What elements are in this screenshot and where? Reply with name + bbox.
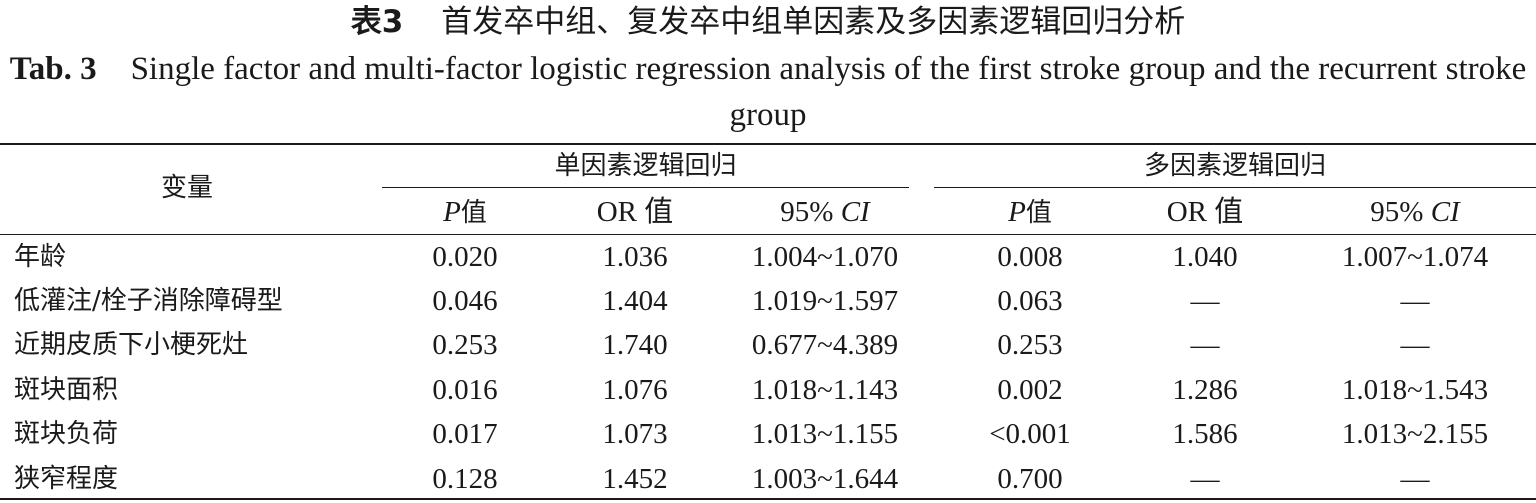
row-label: 狭窄程度 [14, 464, 119, 494]
row-label: 年龄 [14, 242, 67, 272]
multi-factor-group-rule [934, 187, 1536, 188]
cell-p-single: 0.020 [432, 241, 498, 273]
cell-ci-single: 1.018~1.143 [751, 374, 899, 406]
header-ci-single: 95% CI [730, 192, 920, 232]
cell-p-single: 0.128 [432, 463, 498, 495]
cell-or-single: 1.073 [602, 418, 668, 450]
cell-ci-multi: — [1400, 329, 1430, 361]
row-label: 低灌注/栓子消除障碍型 [14, 286, 283, 316]
cell-p-multi: 0.700 [997, 463, 1063, 495]
cell-or-multi: 1.586 [1172, 418, 1238, 450]
p-suffix: 值 [460, 198, 487, 228]
cell-p-multi: <0.001 [989, 418, 1071, 450]
table-label-cn: 表3 [350, 4, 404, 40]
table-bottom-rule [0, 498, 1536, 500]
cell-or-multi: 1.040 [1172, 241, 1238, 273]
header-variable: 变量 [160, 173, 213, 203]
cell-or-single: 1.404 [602, 285, 668, 317]
p-suffix: 值 [1025, 198, 1052, 228]
cell-ci-single: 1.019~1.597 [751, 285, 899, 317]
cell-p-multi: 0.253 [997, 329, 1063, 361]
table-top-rule [0, 143, 1536, 145]
cell-ci-multi: — [1400, 285, 1430, 317]
cell-ci-multi: 1.007~1.074 [1341, 241, 1489, 273]
header-p-value-multi: P值 [950, 192, 1110, 233]
table-title-cn: 表3 首发卒中组、复发卒中组单因素及多因素逻辑回归分析 [0, 2, 1536, 42]
cell-ci-single: 1.004~1.070 [751, 241, 899, 273]
cell-ci-multi: 1.018~1.543 [1341, 374, 1489, 406]
ci-symbol: CI [840, 196, 870, 228]
cell-or-single: 1.740 [602, 329, 668, 361]
row-label: 斑块负荷 [14, 419, 119, 449]
table-title-en-text: Single factor and multi-factor logistic … [130, 51, 1527, 133]
header-group-multi: 多因素逻辑回归 [1143, 151, 1326, 181]
p-symbol: P [1008, 196, 1026, 228]
cell-or-single: 1.036 [602, 241, 668, 273]
cell-p-single: 0.253 [432, 329, 498, 361]
cell-ci-single: 0.677~4.389 [751, 329, 899, 361]
row-label: 斑块面积 [14, 375, 119, 405]
p-symbol: P [443, 196, 461, 228]
table-title-cn-text: 首发卒中组、复发卒中组单因素及多因素逻辑回归分析 [441, 4, 1186, 40]
table-label-en: Tab. 3 [9, 51, 97, 87]
table-header-rule [0, 234, 1536, 235]
or-label: OR 值 [1166, 196, 1244, 228]
cell-or-multi: — [1190, 285, 1220, 317]
cell-p-multi: 0.002 [997, 374, 1063, 406]
cell-p-single: 0.016 [432, 374, 498, 406]
single-factor-group-rule [382, 187, 909, 188]
ci-prefix: 95% [1370, 196, 1431, 228]
header-group-single: 单因素逻辑回归 [554, 151, 737, 181]
ci-symbol: CI [1430, 196, 1460, 228]
cell-ci-single: 1.003~1.644 [751, 463, 899, 495]
cell-p-multi: 0.008 [997, 241, 1063, 273]
header-or-value-multi: OR 值 [1130, 192, 1280, 232]
cell-or-multi: 1.286 [1172, 374, 1238, 406]
row-label: 近期皮质下小梗死灶 [14, 330, 249, 360]
table-title-en: Tab. 3 Single factor and multi-factor log… [0, 46, 1536, 138]
header-or-value-single: OR 值 [560, 192, 710, 232]
cell-p-single: 0.046 [432, 285, 498, 317]
cell-or-multi: — [1190, 329, 1220, 361]
cell-ci-multi: 1.013~2.155 [1341, 418, 1489, 450]
cell-p-multi: 0.063 [997, 285, 1063, 317]
cell-or-multi: — [1190, 463, 1220, 495]
cell-or-single: 1.452 [602, 463, 668, 495]
or-label: OR 值 [596, 196, 674, 228]
cell-ci-single: 1.013~1.155 [751, 418, 899, 450]
header-p-value-single: P值 [390, 192, 540, 233]
header-ci-multi: 95% CI [1310, 192, 1520, 232]
ci-prefix: 95% [780, 196, 841, 228]
cell-p-single: 0.017 [432, 418, 498, 450]
cell-or-single: 1.076 [602, 374, 668, 406]
cell-ci-multi: — [1400, 463, 1430, 495]
